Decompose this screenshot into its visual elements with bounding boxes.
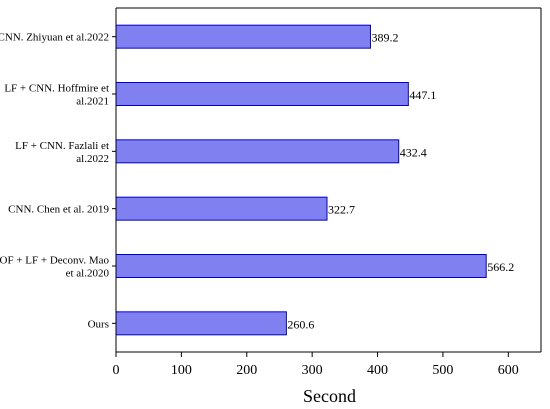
bar — [115, 82, 409, 106]
x-tick-label: 400 — [367, 363, 388, 378]
category-label: al.2021 — [76, 96, 109, 108]
category-label: CNN. Zhiyuan et al.2022 — [0, 32, 109, 44]
x-tick-label: 100 — [171, 363, 192, 378]
x-tick-label: 500 — [432, 363, 453, 378]
x-tick-label: 200 — [236, 363, 257, 378]
category-labels: CNN. Zhiyuan et al.2022 LF + CNN. Hoffmir… — [0, 32, 116, 330]
x-axis-title: Second — [303, 386, 356, 406]
data-label: 432.4 — [400, 145, 427, 159]
category-label: LF + CNN. Hoffmire et — [4, 83, 109, 95]
data-label: 566.2 — [487, 260, 514, 274]
x-axis-ticks: 0 100 200 300 400 500 600 — [113, 352, 519, 378]
category-label: et al.2020 — [66, 268, 110, 280]
bar — [115, 24, 371, 49]
data-label: 447.1 — [409, 88, 436, 102]
bar — [115, 254, 487, 278]
bar — [115, 196, 328, 221]
data-label: 389.2 — [371, 31, 398, 45]
bars-layer: 389.2 447.1 432.4 322.7 566.2 260.6 — [115, 24, 514, 336]
bar — [115, 139, 400, 164]
data-label: 322.7 — [328, 203, 355, 217]
category-label: LF + CNN. Fazlali et — [15, 140, 109, 152]
x-tick-label: 300 — [302, 363, 323, 378]
x-tick-label: 600 — [498, 363, 519, 378]
category-label: OF + LF + Deconv. Mao — [0, 255, 109, 267]
x-tick-label: 0 — [113, 363, 120, 378]
category-label: CNN. Chen et al. 2019 — [8, 204, 109, 216]
category-label: al.2022 — [76, 153, 109, 165]
data-label: 260.6 — [287, 317, 314, 331]
bar — [115, 311, 287, 336]
axes — [115, 7, 542, 353]
category-label: Ours — [88, 318, 109, 330]
